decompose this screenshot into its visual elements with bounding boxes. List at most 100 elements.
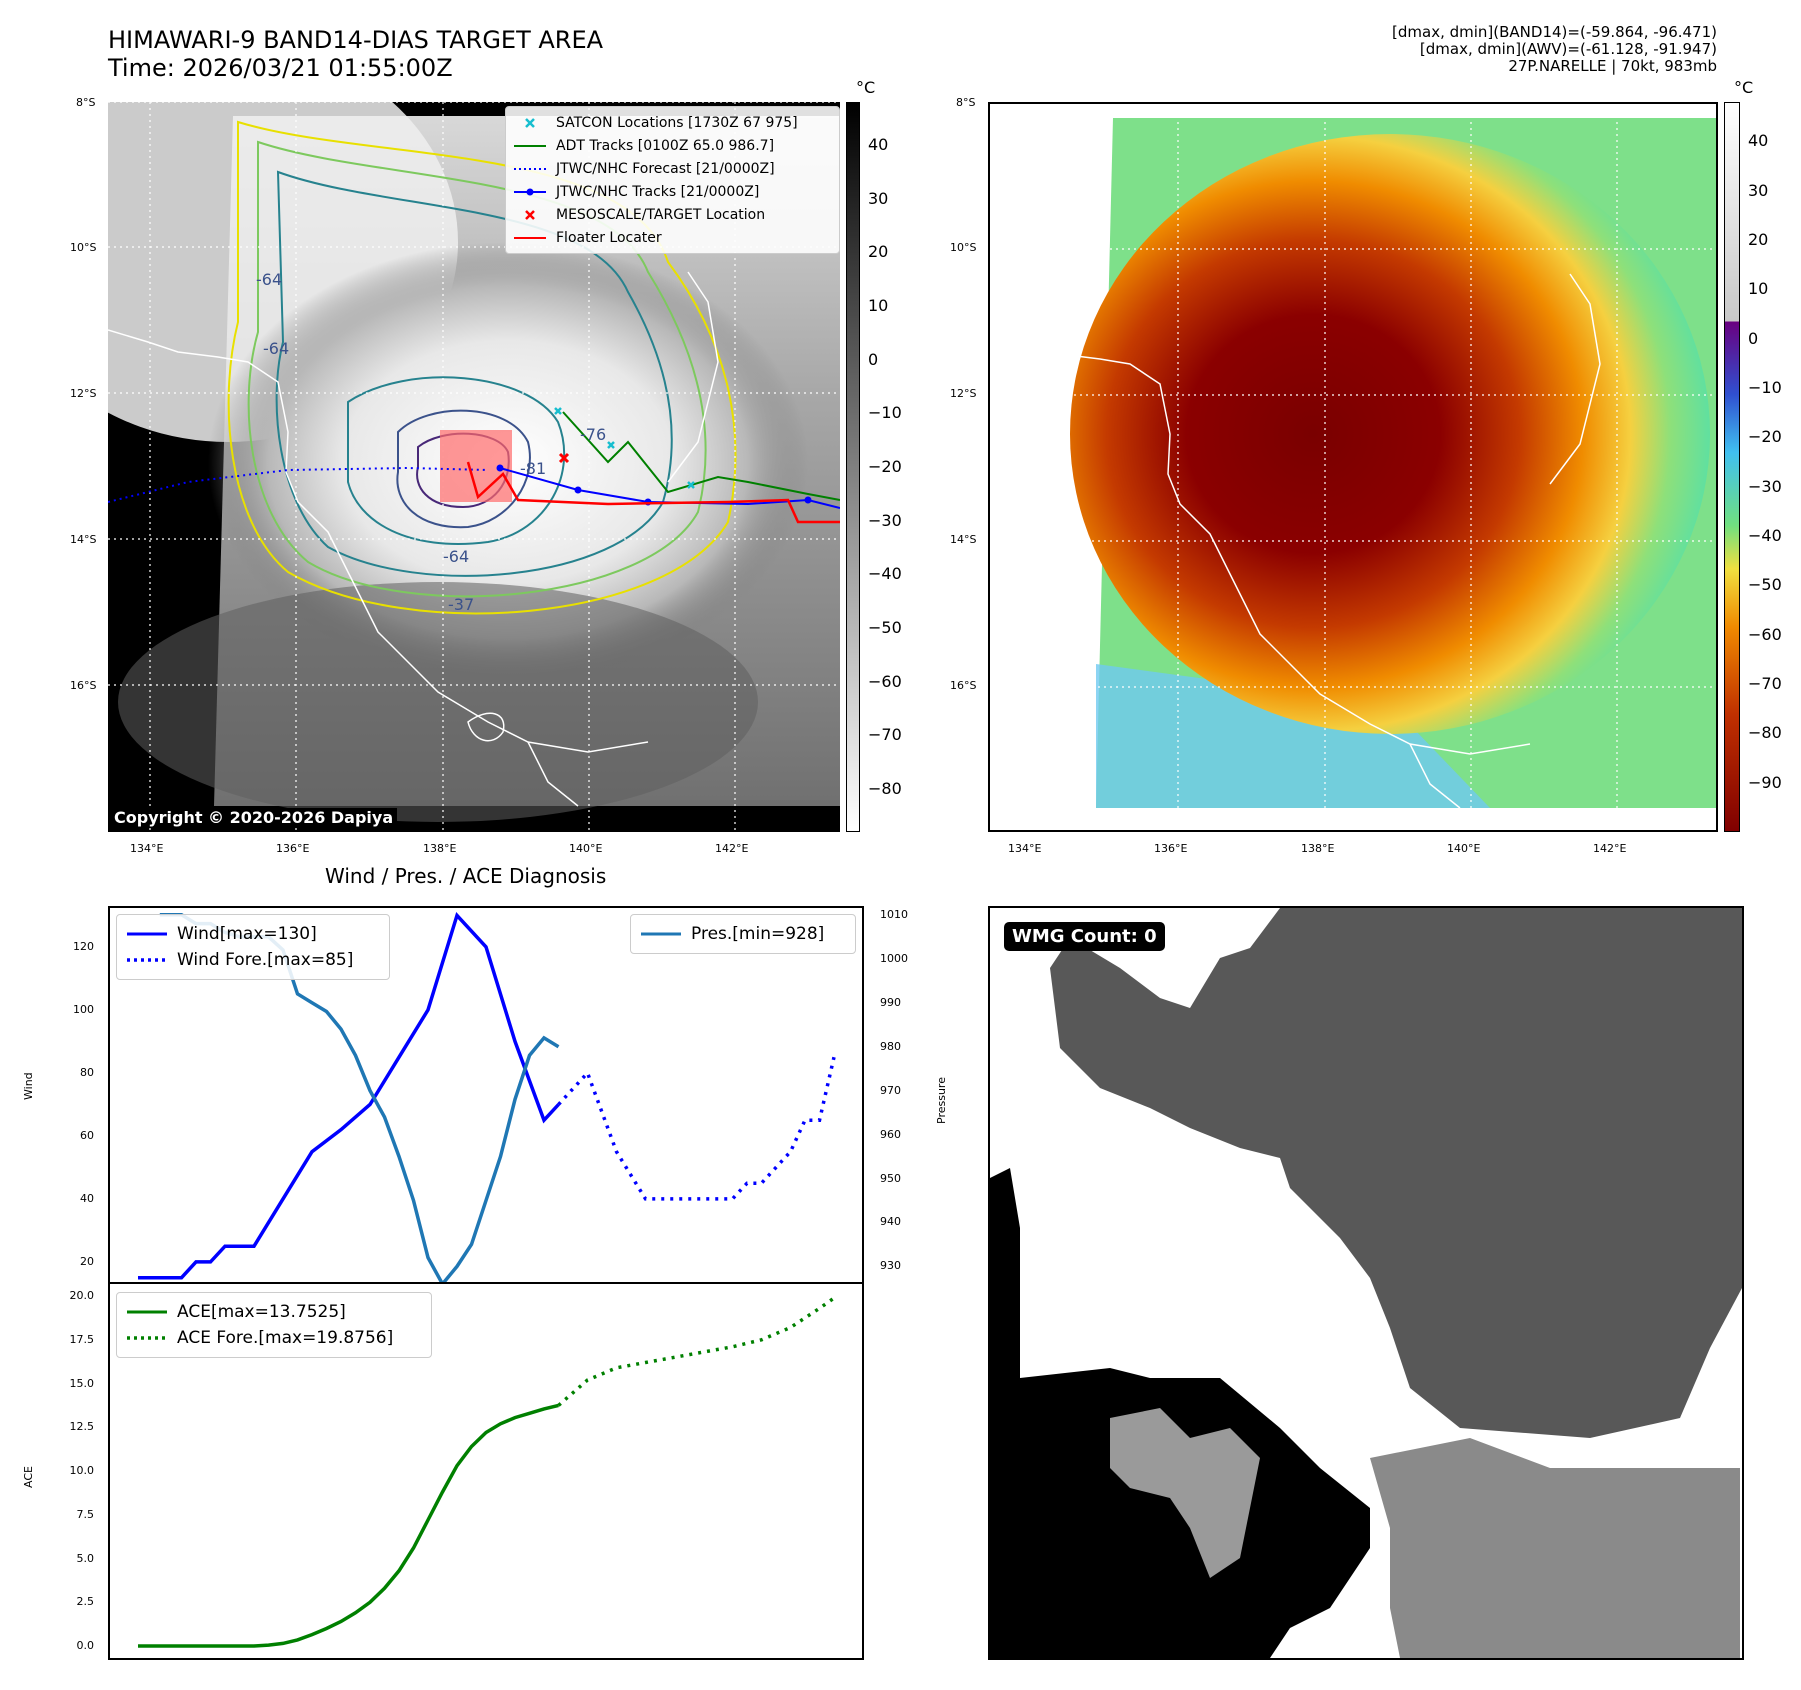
floater-track: [466, 461, 840, 524]
legend-symbol: [514, 188, 546, 195]
axis-tick-label: 20.0: [69, 1289, 95, 1302]
wind-legend: Wind[max=130] Wind Fore.[max=85]: [116, 914, 390, 980]
axis-tick-label: 990: [880, 995, 901, 1009]
storm-info: 27P.NARELLE | 70kt, 983mb: [1508, 57, 1717, 75]
figure-timestamp: Time: 2026/03/21 01:55:00Z: [108, 54, 453, 82]
axis-tick-label: 950: [880, 1171, 901, 1185]
legend-label: Wind[max=130]: [177, 924, 317, 944]
colorbar-tick-label: −10: [1748, 378, 1782, 398]
cool-surface: [1096, 664, 1490, 808]
lat-label: 12°S: [70, 387, 97, 400]
satcon-markers: [554, 407, 695, 489]
legend-item: Pres.[min=928]: [639, 921, 847, 947]
legend-label: ACE Fore.[max=19.8756]: [177, 1328, 394, 1348]
colorbar-tick-label: −80: [868, 779, 902, 799]
colorbar-tick-label: −50: [868, 618, 902, 638]
series-line: [557, 1296, 836, 1407]
legend-label: JTWC/NHC Forecast [21/0000Z]: [556, 160, 775, 177]
axis-tick-label: 10.0: [69, 1464, 95, 1477]
pressure-axis-label: Pressure: [935, 1077, 948, 1124]
legend-item: ADT Tracks [0100Z 65.0 986.7]: [512, 134, 833, 157]
ir-map: -64 -76 -81 -64 -37 -64: [108, 102, 840, 832]
mid-gray-region: [1370, 1438, 1740, 1658]
copyright-notice: Copyright © 2020-2026 Dapiya: [110, 808, 398, 827]
colorbar-tick-label: 30: [1748, 180, 1769, 200]
coastline: [108, 271, 719, 807]
diagnostic-info: [dmax, dmin](BAND14)=(-59.864, -96.471) …: [1117, 24, 1717, 75]
colorbar-tick-label: −70: [868, 725, 902, 745]
legend-item: JTWC/NHC Tracks [21/0000Z]: [512, 180, 833, 203]
colorbar-tick-label: 0: [1748, 328, 1759, 348]
legend-symbol: [525, 117, 535, 128]
lon-label: 142°E: [1593, 842, 1627, 855]
pressure-legend: Pres.[min=928]: [630, 914, 856, 954]
axis-tick-label: 1010: [880, 907, 908, 921]
colorbar-tick-label: 10: [1748, 279, 1769, 299]
axis-tick-label: 12.5: [69, 1420, 95, 1434]
cyclone-cloud-shield: [1070, 134, 1710, 734]
colorbar-tick-label: −60: [868, 671, 902, 691]
legend-symbol: [641, 932, 681, 936]
legend-item: Wind Fore.[max=85]: [125, 947, 381, 973]
contour-label: -76: [580, 425, 606, 444]
axis-tick-label: 2.5: [76, 1595, 95, 1609]
legend-label: Floater Locater: [556, 229, 662, 246]
contour-label: -64: [443, 547, 469, 566]
axis-tick-label: 40: [80, 1191, 94, 1205]
contour-label: -81: [520, 459, 546, 478]
legend-item: JTWC/NHC Forecast [21/0000Z]: [512, 157, 833, 180]
legend-symbol: [514, 144, 546, 147]
legend-symbol: [127, 958, 167, 962]
lat-label: 14°S: [70, 533, 97, 546]
color-ir-map-panel: [988, 102, 1718, 832]
wmg-mask: [990, 908, 1742, 1658]
gray-region: [1050, 908, 1742, 1438]
axis-tick-label: 80: [80, 1065, 94, 1079]
wind-axis-label: Wind: [22, 1072, 35, 1100]
grayscale-colorbar: [846, 102, 860, 832]
ace-legend: ACE[max=13.7525] ACE Fore.[max=19.8756]: [116, 1292, 432, 1358]
lon-label: 142°E: [715, 842, 749, 855]
axis-tick-label: 940: [880, 1215, 901, 1229]
colorbar-tick-label: −40: [868, 564, 902, 584]
axis-tick-label: 960: [880, 1127, 901, 1141]
legend-label: JTWC/NHC Tracks [21/0000Z]: [556, 183, 760, 200]
colorbar-tick-label: −20: [1748, 427, 1782, 447]
legend-symbol: [127, 1336, 167, 1340]
lat-label: 8°S: [956, 96, 976, 109]
contour-label: -64: [263, 339, 289, 358]
legend-symbol: [127, 1310, 167, 1314]
map-legend: SATCON Locations [1730Z 67 975] ADT Trac…: [505, 106, 840, 254]
ir-map-panel: -64 -76 -81 -64 -37 -64 SATCON Locations…: [108, 102, 840, 832]
lat-label: 10°S: [950, 241, 977, 254]
lat-label: 8°S: [76, 96, 96, 109]
coastline: [990, 273, 1601, 809]
colorbar-tick-label: 40: [1748, 131, 1769, 151]
lat-label: 16°S: [70, 679, 97, 692]
legend-symbol: [514, 167, 546, 170]
axis-tick-label: 15.0: [69, 1376, 95, 1390]
ace-axis-label: ACE: [22, 1466, 35, 1488]
color-ir-map: [990, 104, 1716, 830]
figure-title: HIMAWARI-9 BAND14-DIAS TARGET AREA: [108, 26, 604, 54]
color-colorbar: [1724, 102, 1740, 832]
axis-tick-label: 120: [73, 939, 94, 953]
light-region: [1110, 1408, 1260, 1578]
axis-tick-label: 970: [880, 1083, 901, 1097]
colorbar-tick-label: −30: [1748, 476, 1782, 496]
target-location-marker: [558, 452, 570, 464]
legend-label: ADT Tracks [0100Z 65.0 986.7]: [556, 137, 775, 154]
legend-item: ACE Fore.[max=19.8756]: [125, 1325, 423, 1351]
colorbar-tick-label: 30: [868, 188, 889, 208]
colorbar-tick-label: −50: [1748, 575, 1782, 595]
colorbar-tick-label: −30: [868, 510, 902, 530]
axis-tick-label: 1000: [880, 951, 908, 965]
colorbar-tick-label: −60: [1748, 624, 1782, 644]
legend-item: ACE[max=13.7525]: [125, 1299, 423, 1325]
lat-lon-grid: [990, 104, 1716, 830]
lon-label: 136°E: [276, 842, 310, 855]
contour-label: -37: [448, 595, 474, 614]
jtwc-forecast-track: [108, 466, 489, 503]
ace-panel: [108, 1282, 864, 1660]
legend-symbol: [127, 932, 167, 936]
